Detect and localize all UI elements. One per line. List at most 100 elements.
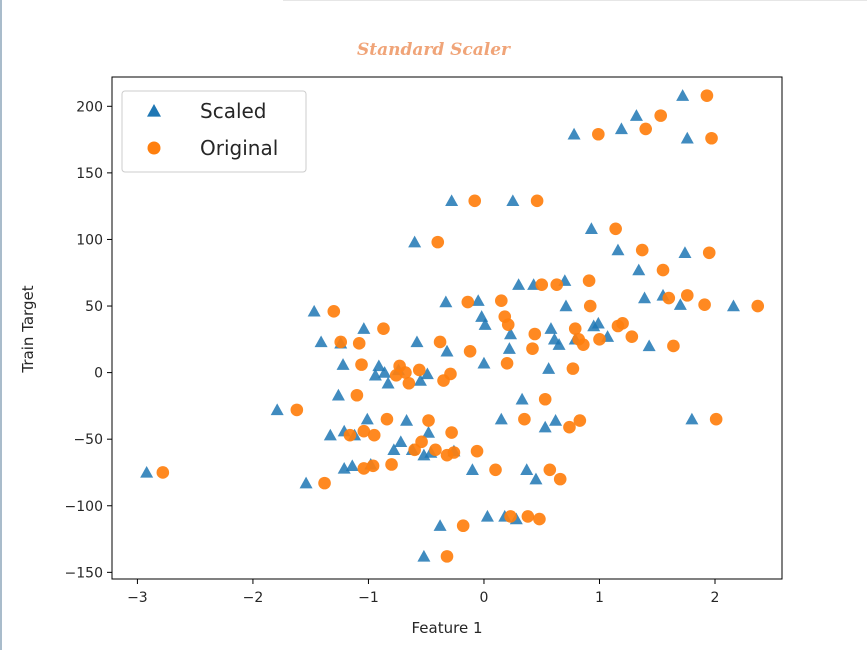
- scaled-point: [549, 414, 563, 426]
- y-axis-label: Train Target: [19, 285, 37, 373]
- scaled-point: [673, 298, 687, 310]
- original-point: [377, 322, 390, 335]
- scaled-point: [529, 472, 543, 485]
- scaled-point: [413, 374, 427, 386]
- original-point: [751, 299, 765, 313]
- scaled-point: [591, 316, 605, 329]
- original-point: [705, 131, 718, 145]
- scaled-point: [538, 420, 552, 433]
- original-point: [367, 428, 381, 442]
- original-point: [447, 446, 461, 459]
- scaled-point: [512, 278, 526, 290]
- y-tick-label: 150: [76, 166, 103, 182]
- scaled-point: [270, 403, 284, 416]
- original-point: [444, 367, 457, 381]
- legend-label-original: Original: [200, 136, 278, 160]
- scaled-point: [471, 294, 485, 306]
- x-axis-label: Feature 1: [412, 619, 483, 637]
- y-tick-label: −150: [65, 565, 103, 581]
- legend: Scaled Original: [121, 90, 307, 173]
- scaled-point: [567, 127, 581, 140]
- scaled-point: [502, 342, 516, 354]
- original-point: [412, 363, 426, 377]
- x-tick-label: 1: [595, 590, 604, 606]
- scaled-point: [465, 463, 479, 476]
- original-point: [609, 222, 622, 236]
- original-point: [625, 330, 639, 343]
- original-point: [290, 403, 304, 417]
- original-point: [680, 289, 694, 302]
- y-tick-label: 50: [85, 299, 103, 315]
- x-tick-label: −1: [358, 590, 379, 606]
- original-point: [156, 466, 170, 479]
- scaled-point: [336, 358, 350, 370]
- original-point: [528, 327, 542, 341]
- scaled-point: [632, 263, 646, 276]
- scaled-point: [629, 109, 643, 121]
- scaled-point: [387, 443, 401, 456]
- original-point: [667, 339, 680, 353]
- x-tick-label: −2: [243, 590, 264, 606]
- scaled-point: [515, 392, 529, 405]
- original-point: [504, 510, 517, 523]
- original-point: [526, 342, 539, 355]
- scaled-point: [680, 131, 694, 144]
- original-point: [500, 356, 514, 370]
- original-point: [334, 335, 348, 349]
- original-point: [577, 338, 590, 351]
- scaled-point: [559, 299, 573, 312]
- original-point: [543, 463, 557, 477]
- original-point: [501, 318, 515, 331]
- original-point: [445, 426, 458, 439]
- original-point: [415, 435, 428, 449]
- original-point: [357, 424, 371, 438]
- original-point: [489, 463, 502, 477]
- scaled-point: [638, 291, 652, 304]
- scaled-point: [726, 299, 740, 312]
- scaled-point: [494, 412, 508, 425]
- original-point: [563, 420, 576, 434]
- original-point: [350, 388, 364, 402]
- original-point: [662, 291, 676, 305]
- original-point: [533, 512, 546, 526]
- scaled-point: [614, 122, 628, 135]
- original-point: [583, 299, 597, 313]
- original-point: [521, 510, 535, 523]
- scaled-point: [314, 335, 328, 348]
- scaled-point: [378, 366, 392, 378]
- scaled-point: [372, 359, 386, 372]
- original-point: [568, 322, 582, 335]
- scaled-point: [394, 435, 408, 448]
- scaled-point: [480, 509, 494, 522]
- scaled-point: [445, 194, 459, 207]
- scaled-point: [642, 339, 656, 352]
- scaled-point: [381, 376, 395, 389]
- y-tick-label: −50: [73, 432, 103, 448]
- scaled-point: [323, 428, 337, 441]
- scaled-point: [140, 465, 154, 478]
- scaled-point: [520, 463, 534, 476]
- legend-label-scaled: Scaled: [200, 99, 267, 123]
- y-tick-label: 0: [94, 366, 103, 382]
- original-point: [463, 345, 477, 358]
- scaled-point: [408, 235, 422, 248]
- y-axis-ticks: −150 −100 −50 0 50 100 150 200: [65, 99, 112, 581]
- scaled-point: [542, 362, 556, 374]
- scaled-point: [299, 476, 313, 489]
- plot-area-frame: [111, 76, 783, 580]
- x-tick-label: 0: [480, 590, 489, 606]
- window-top-edge: [283, 0, 867, 1]
- original-point: [698, 298, 711, 311]
- original-point: [592, 127, 605, 141]
- scaled-point: [433, 519, 447, 531]
- series-original: [156, 89, 765, 563]
- original-point: [573, 414, 587, 427]
- scaled-point: [478, 318, 492, 330]
- original-point: [433, 335, 447, 349]
- original-point: [566, 362, 580, 375]
- y-tick-label: 200: [76, 99, 103, 115]
- original-point: [456, 519, 470, 533]
- original-point: [709, 412, 723, 426]
- scaled-point: [611, 243, 625, 256]
- original-point: [639, 122, 652, 136]
